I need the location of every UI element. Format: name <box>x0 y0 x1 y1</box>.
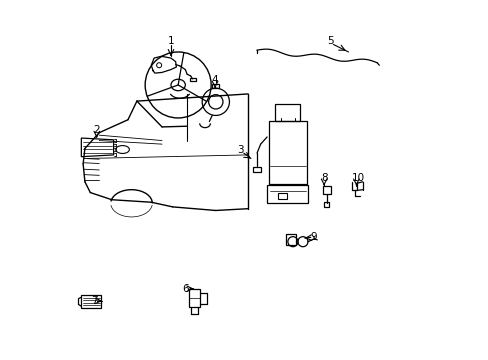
Text: 9: 9 <box>310 232 317 242</box>
Bar <box>190 78 195 81</box>
Text: 2: 2 <box>93 125 100 135</box>
Bar <box>277 193 286 199</box>
Bar <box>212 84 218 88</box>
Text: 1: 1 <box>167 36 174 46</box>
Bar <box>268 121 306 184</box>
Bar <box>253 167 261 172</box>
Text: 6: 6 <box>182 284 189 294</box>
Bar <box>275 104 299 121</box>
Bar <box>286 234 296 244</box>
Text: 8: 8 <box>320 173 327 183</box>
Text: 4: 4 <box>211 75 218 85</box>
Bar <box>322 186 330 194</box>
Text: 5: 5 <box>326 36 333 46</box>
Bar <box>266 185 308 203</box>
Bar <box>188 289 200 307</box>
Text: 3: 3 <box>237 145 244 155</box>
Bar <box>323 202 329 207</box>
Bar <box>81 295 101 308</box>
Text: 7: 7 <box>91 296 98 306</box>
Text: 10: 10 <box>351 173 365 183</box>
